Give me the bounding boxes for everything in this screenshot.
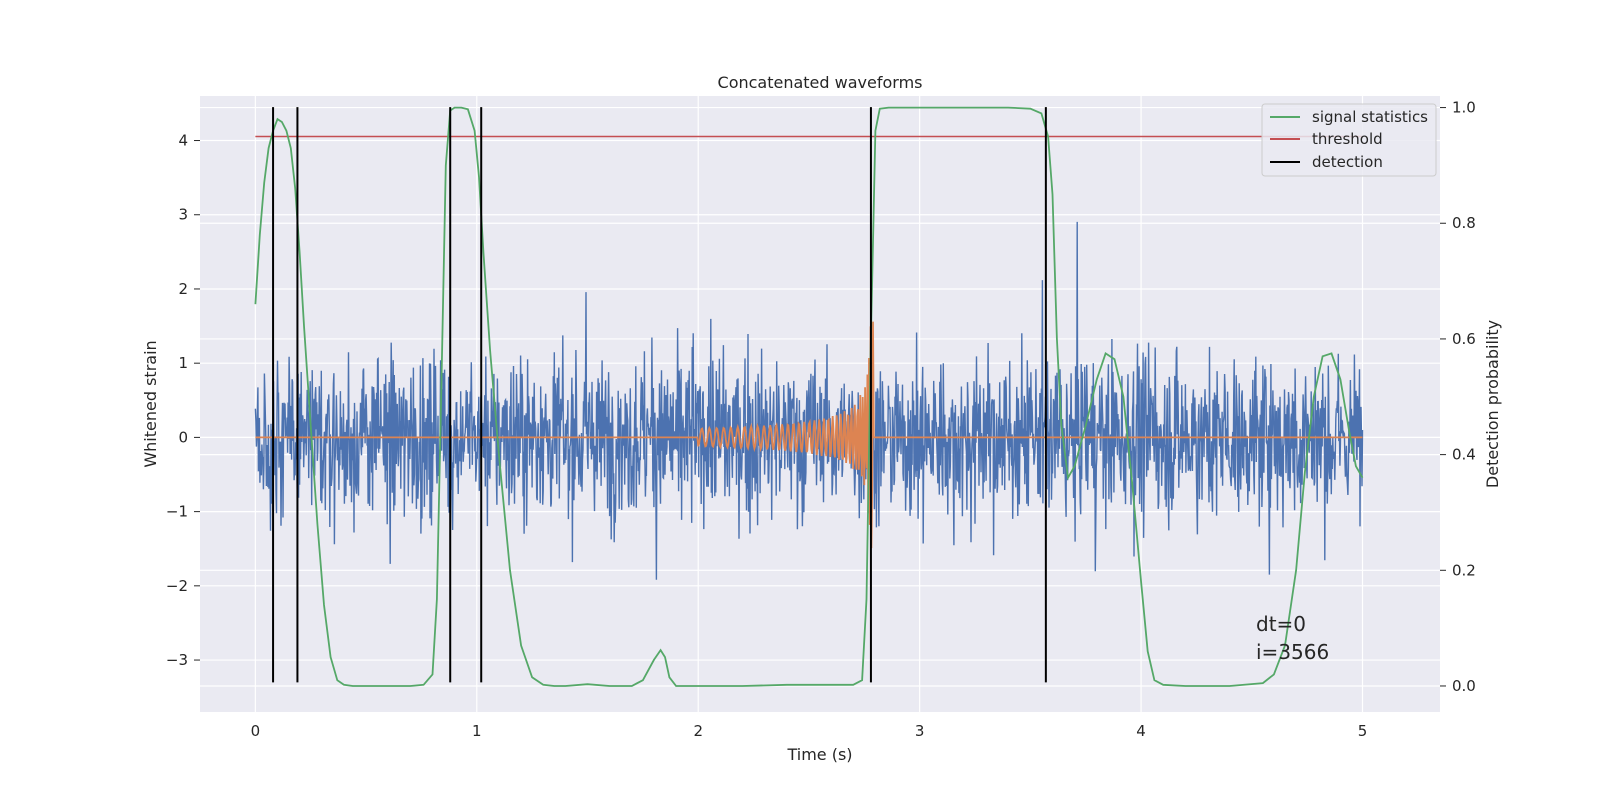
x-tick-label: 5 — [1358, 722, 1368, 740]
x-tick-label: 2 — [693, 722, 703, 740]
signal-statistics-line — [254, 106, 1364, 687]
y-tick-label: −3 — [166, 651, 188, 669]
tick-labels: 0 1 2 3 4 5 −3 −2 −1 0 1 2 3 4 0.0 0.2 0.4 0.6 0.8 1.0 — [166, 99, 1476, 740]
annotation-i: i=3566 — [1256, 640, 1329, 664]
legend-box — [1261, 103, 1437, 177]
chart-title: Concatenated waveforms — [718, 73, 923, 92]
y-tick-label: −2 — [166, 577, 188, 595]
y2-axis-label: Detection probability — [1483, 320, 1502, 488]
y-tick-label: 0 — [178, 428, 188, 446]
legend: signal statistics threshold detection — [1261, 103, 1437, 177]
y2-tick-label: 0.6 — [1452, 330, 1476, 348]
y-tick-label: −1 — [166, 503, 188, 521]
x-tick-label: 0 — [251, 722, 261, 740]
y2-tick-label: 0.0 — [1452, 677, 1476, 695]
detection-series — [272, 107, 1047, 683]
x-tick-label: 1 — [472, 722, 482, 740]
y2-tick-label: 0.4 — [1452, 446, 1476, 464]
y2-tick-label: 0.2 — [1452, 561, 1476, 579]
x-tick-label: 3 — [915, 722, 925, 740]
y-tick-label: 4 — [178, 132, 188, 150]
legend-label-detection: detection — [1312, 153, 1383, 171]
signal-statistics-series — [254, 106, 1364, 687]
x-tick-label: 4 — [1136, 722, 1146, 740]
y-tick-label: 3 — [178, 206, 188, 224]
legend-label-signal-statistics: signal statistics — [1312, 108, 1428, 126]
y-tick-label: 1 — [178, 354, 188, 372]
x-axis-label: Time (s) — [786, 745, 852, 764]
y2-tick-label: 1.0 — [1452, 99, 1476, 117]
y2-tick-label: 0.8 — [1452, 214, 1476, 232]
y-tick-label: 2 — [178, 280, 188, 298]
y-axis-label: Whitened strain — [141, 340, 160, 467]
annotation-dt: dt=0 — [1256, 612, 1306, 636]
legend-label-threshold: threshold — [1312, 130, 1383, 148]
